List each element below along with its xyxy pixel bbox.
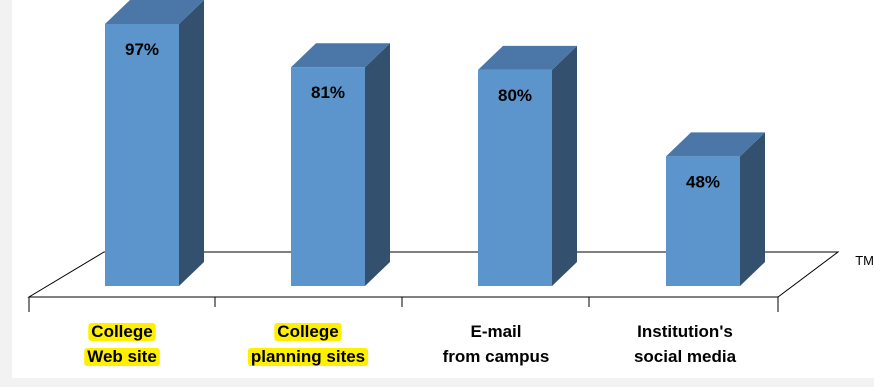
bar-2: 81% xyxy=(291,43,390,287)
data-label: 48% xyxy=(686,172,720,191)
category-label-line: College xyxy=(91,322,152,341)
bar-top-face xyxy=(478,45,577,70)
category-label-line: E-mail xyxy=(470,322,521,341)
category-labels-group: College Web site College planning sites E-ma… xyxy=(84,322,737,366)
bars-group: 97% 81% 80% 48% xyxy=(105,0,765,287)
bar-side-face xyxy=(365,43,390,287)
category-label-line: College xyxy=(277,322,338,341)
data-label: 81% xyxy=(311,83,345,102)
bar-top-face xyxy=(291,43,390,68)
bar-front-face xyxy=(291,67,365,286)
data-label: 97% xyxy=(125,40,159,59)
bar-side-face xyxy=(179,0,204,286)
category-label-4: Institution's social media xyxy=(634,322,737,366)
label-highlight xyxy=(247,348,369,366)
bar-top-face xyxy=(666,132,765,157)
bar-1: 97% xyxy=(105,0,204,286)
category-label-line: social media xyxy=(634,347,737,366)
bar-front-face xyxy=(105,24,179,286)
bar-top-face xyxy=(105,0,204,24)
category-label-line: planning sites xyxy=(251,347,365,366)
label-highlight xyxy=(88,323,156,341)
category-label-1: College Web site xyxy=(84,322,160,366)
label-highlight xyxy=(84,348,160,366)
category-label-2: College planning sites xyxy=(247,322,369,366)
bar-side-face xyxy=(552,45,577,286)
category-label-3: E-mail from campus xyxy=(443,322,550,366)
bar-side-face xyxy=(740,132,765,286)
category-label-line: Web site xyxy=(87,347,157,366)
bar-3: 80% xyxy=(478,45,577,286)
bar-front-face xyxy=(666,156,740,286)
chart-floor xyxy=(27,251,840,312)
data-label: 80% xyxy=(498,86,532,105)
trademark-mark: TM xyxy=(855,253,874,268)
category-label-line: Institution's xyxy=(637,322,733,341)
bar-4: 48% xyxy=(666,132,765,286)
bar-front-face xyxy=(478,69,552,286)
label-highlight xyxy=(274,323,342,341)
category-label-line: from campus xyxy=(443,347,550,366)
